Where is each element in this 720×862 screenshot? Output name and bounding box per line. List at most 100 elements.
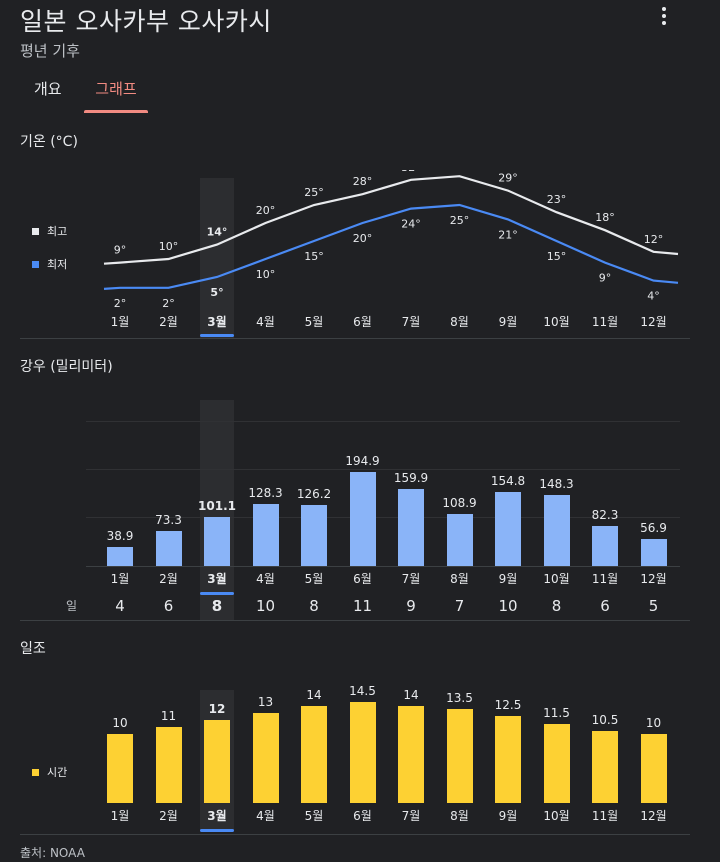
precip-bar-2[interactable]	[155, 530, 182, 566]
low-label-11: 9°	[599, 272, 612, 285]
precip-value-8: 108.9	[442, 495, 477, 510]
gridline	[86, 421, 680, 422]
precip-month-8[interactable]: 8월	[450, 572, 469, 586]
tab-overview[interactable]: 개요	[34, 80, 62, 98]
sun-bar-3[interactable]	[204, 720, 230, 803]
legend-sunshine-label: 시간	[47, 766, 68, 779]
sun-bar-4[interactable]	[252, 712, 279, 803]
selected-month-highlight	[200, 178, 234, 338]
gridline	[86, 517, 680, 518]
sun-month-5[interactable]: 5월	[304, 809, 324, 823]
precip-month-9[interactable]: 9월	[498, 572, 518, 586]
high-label-11: 18°	[595, 211, 615, 224]
sun-bar-6[interactable]	[349, 702, 376, 803]
temp-month-10[interactable]: 10월	[543, 315, 570, 329]
sun-bar-11[interactable]	[592, 730, 618, 803]
low-label-9: 21°	[498, 228, 518, 241]
precip-month-6[interactable]: 6월	[353, 572, 372, 586]
sunshine-title: 일조	[20, 641, 46, 657]
precip-bar-11[interactable]	[592, 526, 618, 566]
sun-bar-12[interactable]	[640, 734, 667, 803]
temp-month-6[interactable]: 6월	[353, 315, 372, 329]
precip-bar-1[interactable]	[107, 547, 133, 566]
sun-month-8[interactable]: 8월	[450, 809, 469, 823]
tab-graph[interactable]: 그래프	[95, 80, 137, 98]
legend-sunshine-swatch	[32, 768, 39, 776]
temp-month-1[interactable]: 1월	[110, 315, 130, 329]
precip-month-7[interactable]: 7월	[401, 572, 421, 586]
series-line-low	[103, 203, 679, 290]
sun-month-1[interactable]: 1월	[110, 809, 130, 823]
sun-month-7[interactable]: 7월	[401, 809, 421, 823]
sun-value-11: 10.5	[591, 712, 619, 727]
sun-value-10: 11.5	[543, 705, 570, 720]
sun-month-9[interactable]: 9월	[498, 809, 518, 823]
divider	[20, 338, 690, 339]
temp-month-5[interactable]: 5월	[304, 315, 324, 329]
rain-days-4: 10	[255, 597, 276, 615]
precip-month-12[interactable]: 12월	[640, 572, 667, 586]
precip-value-1: 38.9	[106, 529, 134, 544]
precip-bar-9[interactable]	[495, 491, 521, 566]
precip-bar-6[interactable]	[349, 472, 376, 566]
high-label-7: 32°	[401, 170, 421, 174]
sun-value-5: 14	[306, 687, 322, 702]
sun-value-12: 10	[645, 716, 662, 731]
temp-month-9[interactable]: 9월	[498, 315, 518, 329]
legend-low-label: 최저	[47, 258, 68, 271]
sun-month-6[interactable]: 6월	[353, 809, 372, 823]
sun-month-12[interactable]: 12월	[640, 809, 667, 823]
rain-days-12: 5	[648, 597, 659, 615]
page-subtitle: 평년 기후	[20, 42, 80, 60]
low-label-8: 25°	[450, 214, 470, 227]
high-label-5: 25°	[304, 186, 324, 199]
precip-month-10[interactable]: 10월	[543, 572, 570, 586]
legend-high: 최고	[32, 223, 67, 239]
sun-bar-8[interactable]	[446, 709, 473, 803]
temp-month-8[interactable]: 8월	[450, 315, 469, 329]
precip-value-12: 56.9	[640, 520, 667, 535]
temp-month-4[interactable]: 4월	[256, 315, 275, 329]
sun-value-6: 14.5	[349, 684, 376, 698]
sun-month-3[interactable]: 3월	[207, 809, 227, 823]
temp-month-12[interactable]: 12월	[640, 315, 667, 329]
precip-month-11[interactable]: 11월	[591, 572, 619, 586]
rain-days-11: 6	[600, 597, 610, 615]
precip-value-7: 159.9	[393, 471, 429, 486]
gridline	[86, 469, 680, 470]
precip-bar-8[interactable]	[446, 513, 473, 566]
precip-bar-12[interactable]	[640, 538, 667, 566]
sun-month-11[interactable]: 11월	[591, 809, 619, 823]
legend-low: 최저	[32, 256, 67, 272]
precip-bar-10[interactable]	[543, 494, 570, 566]
precip-month-3[interactable]: 3월	[207, 572, 227, 586]
sun-month-4[interactable]: 4월	[256, 809, 275, 823]
precip-month-4[interactable]: 4월	[256, 572, 275, 586]
precip-bar-5[interactable]	[301, 505, 327, 566]
legend-high-swatch	[32, 227, 39, 235]
precip-month-5[interactable]: 5월	[304, 572, 324, 586]
temp-month-11[interactable]: 11월	[591, 315, 619, 329]
precip-month-1[interactable]: 1월	[110, 572, 130, 586]
precip-bar-4[interactable]	[252, 504, 279, 566]
rain-days-1: 4	[115, 597, 125, 615]
temp-month-3[interactable]: 3월	[207, 315, 227, 329]
temp-month-2[interactable]: 2월	[159, 315, 178, 329]
sun-bar-1[interactable]	[107, 734, 133, 803]
sun-bar-7[interactable]	[398, 705, 424, 803]
precip-bar-3[interactable]	[204, 517, 230, 566]
sun-month-10[interactable]: 10월	[543, 809, 570, 823]
high-label-2: 10°	[159, 240, 179, 253]
sun-bar-5[interactable]	[301, 705, 327, 803]
sun-value-4: 13	[257, 694, 274, 709]
sun-bar-2[interactable]	[155, 727, 182, 803]
more-vert-icon[interactable]	[652, 4, 676, 28]
precip-bar-7[interactable]	[398, 489, 424, 566]
sun-bar-10[interactable]	[543, 723, 570, 803]
sun-bar-9[interactable]	[495, 716, 521, 803]
low-label-6: 20°	[353, 232, 373, 245]
low-label-7: 24°	[401, 218, 421, 231]
sun-month-2[interactable]: 2월	[159, 809, 178, 823]
temp-month-7[interactable]: 7월	[401, 315, 421, 329]
precip-month-2[interactable]: 2월	[159, 572, 178, 586]
